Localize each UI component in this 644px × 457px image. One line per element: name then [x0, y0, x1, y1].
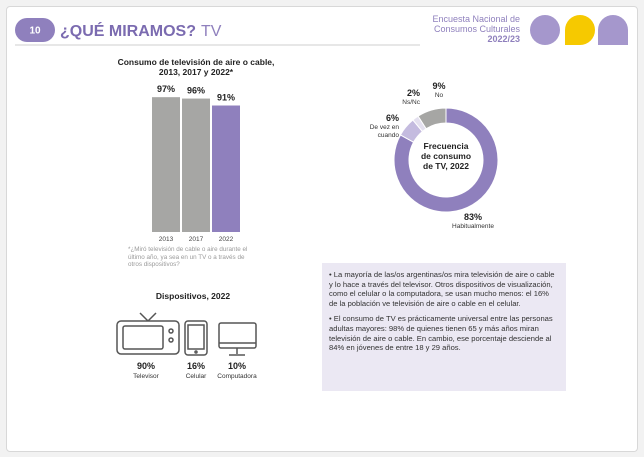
donut-segment — [417, 107, 447, 130]
survey-line: Encuesta Nacional de — [432, 14, 520, 24]
device-percent: 90% — [137, 361, 155, 371]
value-label: 96% — [187, 86, 205, 96]
donut-center-label: de TV, 2022 — [423, 161, 469, 171]
donut-segment — [393, 107, 499, 213]
x-tick-label: 2013 — [159, 236, 174, 243]
logo-circle — [530, 15, 560, 45]
page-number: 10 — [29, 26, 41, 37]
device-name: Televisor — [133, 373, 159, 380]
donut-center-label: de consumo — [421, 151, 471, 161]
chart-title: 2013, 2017 y 2022* — [159, 67, 234, 77]
page-subtitle: TV — [201, 23, 222, 40]
device-name: Computadora — [217, 373, 257, 380]
bar — [212, 105, 240, 232]
survey-line: 2022/23 — [487, 34, 520, 44]
phone-icon — [184, 320, 208, 356]
segment-label: No — [434, 92, 444, 99]
segment-value: 9% — [432, 81, 446, 91]
note: • La mayoría de las/os argentinas/os mir… — [329, 270, 555, 308]
bar — [152, 97, 180, 232]
devices-title: Dispositivos, 2022 — [156, 291, 230, 301]
segment-label: De vez en cuando — [369, 124, 399, 139]
chart-title: Consumo de televisión de aire o cable, — [118, 57, 275, 67]
page-pill — [15, 18, 55, 42]
logo-leaf — [565, 15, 595, 45]
survey-line: Consumos Culturales — [434, 24, 521, 34]
note: • El consumo de TV es prácticamente univ… — [329, 314, 553, 353]
segment-label: Habitualmente — [452, 223, 494, 230]
device-percent: 16% — [187, 361, 205, 371]
device-percent: 10% — [228, 361, 246, 371]
segment-value: 6% — [385, 113, 399, 123]
segment-value: 2% — [406, 88, 420, 98]
footnote: *¿Miró televisión de cable o aire durant… — [128, 246, 248, 268]
value-label: 97% — [157, 84, 175, 94]
donut-center-label: Frecuencia — [424, 141, 469, 151]
segment-label: Ns/Nc — [402, 99, 420, 106]
value-label: 91% — [217, 93, 235, 103]
computer-icon — [218, 322, 257, 356]
segment-value: 83% — [463, 212, 482, 222]
bar — [182, 98, 210, 232]
logo-arch — [598, 15, 628, 45]
x-tick-label: 2022 — [219, 236, 234, 243]
page-title: ¿QUÉ MIRAMOS? — [60, 21, 196, 40]
x-tick-label: 2017 — [189, 236, 204, 243]
notes-box: • La mayoría de las/os argentinas/os mir… — [322, 263, 566, 391]
tv-icon — [116, 312, 180, 355]
device-name: Celular — [186, 373, 207, 380]
